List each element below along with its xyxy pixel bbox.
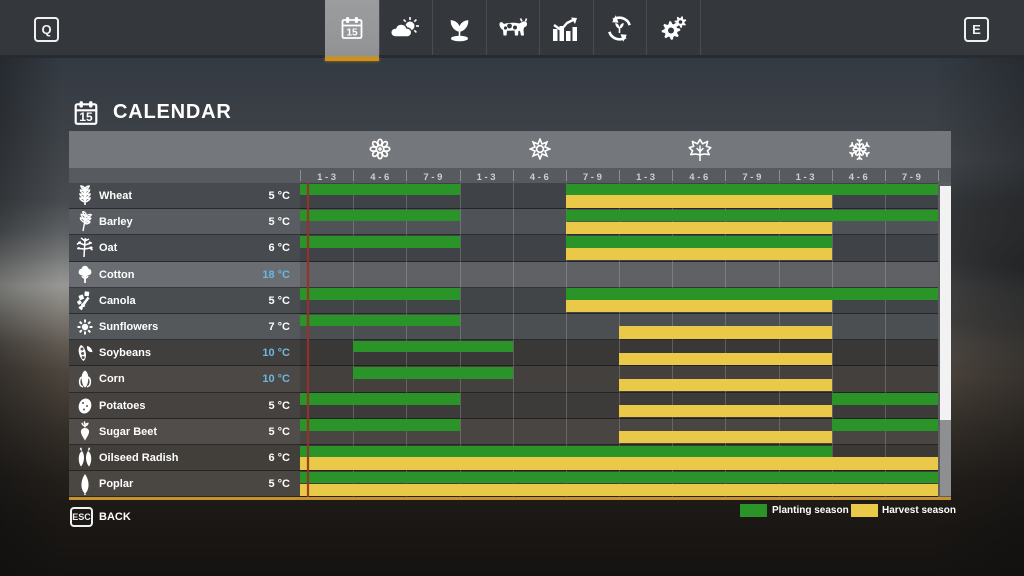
svg-text:15: 15 (346, 28, 358, 39)
svg-text:15: 15 (79, 110, 93, 124)
